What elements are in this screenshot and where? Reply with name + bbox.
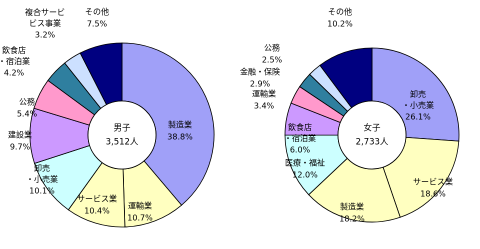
value-label: 26.1%	[405, 113, 431, 122]
slice-label: 複合サービビス事業	[25, 7, 65, 28]
value-label: 2.5%	[262, 56, 283, 65]
value-label: 38.8%	[167, 133, 193, 142]
slice-label: その他	[85, 7, 109, 17]
value-label: 10.7%	[127, 214, 153, 223]
value-label: 10.2%	[327, 20, 353, 29]
value-label: 18.2%	[339, 215, 365, 224]
value-label: 10.4%	[84, 207, 110, 216]
slice-label: 飲食店・宿泊業	[0, 45, 30, 66]
value-label: 2.9%	[250, 80, 271, 89]
slice-label: その他	[328, 7, 352, 17]
slice-label: サービス業	[413, 177, 453, 187]
value-label: 18.6%	[420, 190, 446, 199]
slice-label: 公務	[19, 97, 35, 107]
slice-label: 医療・福祉	[285, 158, 325, 168]
value-label: 10.1%	[29, 187, 55, 196]
center-sublabel: 2,733人	[356, 138, 389, 148]
slice-label: 運輸業	[128, 201, 152, 211]
center-label: 女子	[363, 123, 381, 134]
value-label: 12.0%	[292, 171, 318, 180]
value-label: 3.4%	[254, 102, 275, 111]
value-label: 7.5%	[87, 20, 108, 29]
slice-label: 製造業	[340, 202, 364, 212]
center-sublabel: 3,512人	[106, 138, 139, 148]
slice-label: 飲食店・宿泊業	[284, 122, 316, 143]
slice-label: 金融・保険	[240, 67, 280, 77]
slice-label: 公務	[264, 43, 280, 53]
value-label: 6.0%	[290, 146, 311, 155]
slice-label: 建設業	[8, 130, 32, 140]
slice-label: 卸売・小売業	[402, 89, 434, 110]
slice-label: 卸売・小売業	[26, 163, 58, 184]
value-label: 3.2%	[35, 31, 56, 40]
slice-label: サービス業	[77, 194, 117, 204]
slice-label: 製造業	[168, 120, 192, 130]
value-label: 5.4%	[17, 110, 38, 119]
value-label: 9.7%	[10, 143, 31, 152]
center-label: 男子	[113, 124, 131, 134]
slice-label: 運輸業	[252, 89, 276, 99]
donut-hole	[87, 100, 157, 170]
value-label: 4.2%	[4, 69, 25, 78]
donut-hole	[337, 100, 407, 170]
